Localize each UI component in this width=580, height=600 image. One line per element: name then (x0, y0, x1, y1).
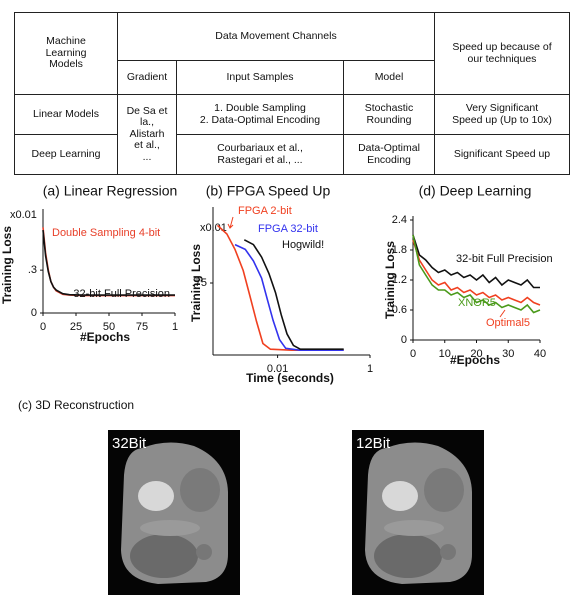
series-label: Double Sampling 4-bit (52, 227, 160, 239)
table-cell: 1. Double Sampling 2. Data-Optimal Encod… (177, 95, 344, 135)
series-line (235, 245, 344, 351)
y-axis-title: Training Loss (0, 226, 14, 304)
series-label: 32-bit Full Precision (456, 253, 553, 265)
image-label: 12Bit (356, 435, 391, 452)
table-cell: Courbariaux et al., Rastegari et al., ..… (177, 135, 344, 175)
page: { "table": { "header_row1": ["Machine\nL… (0, 0, 580, 600)
table-header: Machine Learning Models (15, 13, 118, 95)
series-label: 32-bit Full Precision (73, 288, 170, 300)
y-tick-label: .3 (28, 264, 37, 276)
x-tick-label: 10 (439, 348, 451, 360)
y-tick-label: 0 (401, 334, 407, 346)
chart-title: (d) Deep Learning (419, 183, 532, 199)
x-axis-title: Time (seconds) (246, 371, 334, 385)
table-cell: Significant Speed up (435, 135, 570, 175)
reconstruction-image (352, 430, 484, 595)
table-header: Model (344, 61, 435, 95)
series-label: XNOR5 (458, 297, 496, 309)
chart-title: (b) FPGA Speed Up (206, 183, 331, 199)
table-header: Gradient (118, 61, 177, 95)
table-header: Input Samples (177, 61, 344, 95)
label-pointer (228, 217, 233, 228)
table-cell: De Sa et la., Alistarh et al., ... (118, 95, 177, 175)
table-cell: Very Significant Speed up (Up to 10x) (435, 95, 570, 135)
x-tick-label: 25 (70, 321, 82, 333)
x-tick-label: 1 (367, 363, 373, 375)
table-cell: Deep Learning (15, 135, 118, 175)
y-tick-label: 1.2 (392, 274, 407, 286)
x-tick-label: 40 (534, 348, 546, 360)
series-label: FPGA 2-bit (238, 205, 292, 217)
reconstruction-image (108, 430, 240, 595)
series-label: Optimal5 (486, 317, 530, 329)
y-tick-label: 0 (31, 307, 37, 319)
y-tick-label: 2.4 (392, 214, 407, 226)
series-line (413, 240, 540, 305)
table-cell: Stochastic Rounding (344, 95, 435, 135)
table-cell: Data-Optimal Encoding (344, 135, 435, 175)
x-tick-label: 0 (410, 348, 416, 360)
series-line (218, 225, 344, 350)
table-cell: Linear Models (15, 95, 118, 135)
chart-title: (a) Linear Regression (43, 183, 178, 199)
table-header: Speed up because of our techniques (435, 13, 570, 95)
series-line (43, 230, 175, 295)
y-tick-label: 1.8 (392, 244, 407, 256)
y-tick-label: 0.6 (392, 304, 407, 316)
y-tick-label: .75 (192, 277, 207, 289)
x-tick-label: 0.01 (267, 363, 288, 375)
x-tick-label: 75 (136, 321, 148, 333)
comparison-table: Machine Learning Models Data Movement Ch… (14, 12, 570, 175)
table-header: Data Movement Channels (118, 13, 435, 61)
panel-title: (c) 3D Reconstruction (18, 398, 134, 412)
x-tick-label: 20 (470, 348, 482, 360)
series-label: FPGA 32-bit (258, 223, 318, 235)
x-tick-label: 0 (40, 321, 46, 333)
series-label: Hogwild! (282, 239, 324, 251)
axis-multiplier: x0.01 (10, 209, 37, 221)
x-tick-label: 30 (502, 348, 514, 360)
x-tick-label: 1 (172, 321, 178, 333)
x-tick-label: 50 (103, 321, 115, 333)
image-label: 32Bit (112, 435, 147, 452)
